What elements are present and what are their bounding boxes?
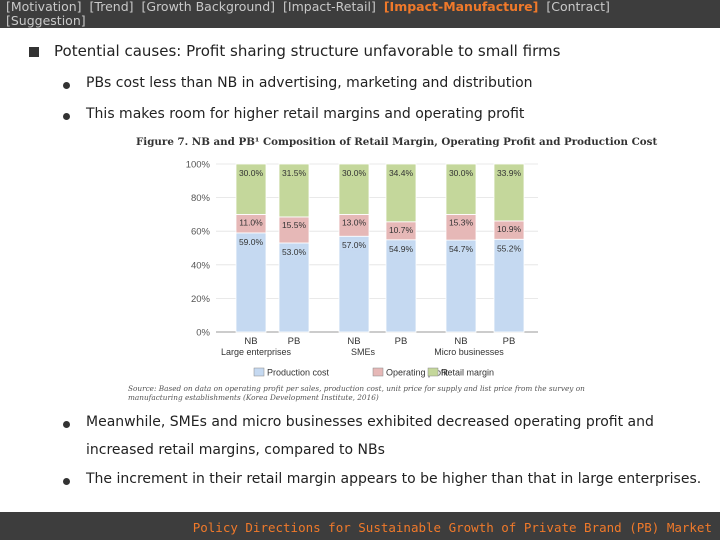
data-label: 15.3% (449, 217, 474, 227)
bullet-text-smes: Meanwhile, SMEs and micro businesses exh… (86, 414, 654, 430)
bar-segment-production-cost (235, 232, 267, 333)
bar-segment-production-cost (385, 239, 417, 333)
data-label-bg (238, 235, 264, 247)
chart-figure: Figure 7. NB and PB¹ Composition of Reta… (128, 132, 657, 402)
data-label: 31.5% (282, 168, 307, 178)
data-label: 15.5% (282, 220, 307, 230)
y-tick-label: 60% (191, 227, 211, 238)
bullet-dot-icon (63, 82, 70, 89)
data-label: 10.9% (497, 224, 522, 234)
bullet-text-smes-cont: increased retail margins, compared to NB… (86, 442, 385, 458)
legend-swatch (427, 367, 439, 377)
data-label-bg (341, 167, 367, 178)
group-label: Large enterprises (221, 347, 292, 357)
chart-title: Figure 7. NB and PB¹ Composition of Reta… (136, 136, 658, 148)
data-label: 54.9% (389, 244, 414, 254)
data-label-bg (448, 216, 474, 228)
data-label-bg (388, 242, 414, 254)
group-label: Micro businesses (434, 347, 504, 357)
data-label-bg (281, 245, 307, 257)
legend-label: Production cost (267, 368, 330, 378)
bullet-text-increment: The increment in their retail margin app… (86, 471, 702, 487)
chart-source-note: Source: Based on data on operating profi… (128, 384, 585, 402)
nav-item-growth-background[interactable]: [Growth Background] (141, 0, 276, 14)
y-tick-label: 80% (191, 193, 211, 204)
y-tick-label: 40% (191, 260, 211, 271)
nav-item-trend[interactable]: [Trend] (89, 0, 134, 14)
data-label: 11.0% (239, 217, 263, 227)
nav-item-motivation[interactable]: [Motivation] (6, 0, 82, 14)
data-label-bg (448, 243, 474, 255)
data-label-bg (388, 167, 414, 178)
bar-segment-production-cost (445, 239, 477, 333)
data-label: 10.7% (389, 225, 414, 235)
main-point-text: Potential causes: Profit sharing structu… (54, 42, 561, 60)
x-tick-label: NB (454, 336, 467, 347)
group-label: SMEs (351, 347, 376, 357)
legend-swatch (253, 367, 265, 377)
data-label-bg (448, 167, 474, 178)
bullet-text-room: This makes room for higher retail margin… (86, 106, 525, 122)
x-tick-label: NB (347, 336, 360, 347)
legend-label: Retail margin (441, 368, 494, 378)
data-label: 57.0% (342, 240, 367, 250)
data-label-bg (238, 167, 264, 178)
square-bullet-icon (29, 47, 39, 57)
nav-item-suggestion[interactable]: [Suggestion] (6, 13, 86, 28)
bar-segment-production-cost (338, 235, 370, 333)
data-label-bg (341, 216, 367, 228)
data-label-bg (281, 218, 307, 230)
x-tick-label: NB (244, 336, 257, 347)
legend-swatch (372, 367, 384, 377)
y-tick-label: 0% (196, 328, 210, 339)
nav-item-impact-retail[interactable]: [Impact-Retail] (283, 0, 376, 14)
data-label-bg (281, 167, 307, 178)
data-label: 53.0% (282, 247, 307, 257)
x-tick-label: PB (395, 336, 408, 347)
footer-bar: Policy Directions for Sustainable Growth… (0, 512, 720, 540)
nav-item-impact-manufacture[interactable]: [Impact-Manufacture] (383, 0, 539, 14)
data-label: 30.0% (342, 168, 367, 178)
legend-label: Operating profit (386, 368, 449, 378)
stacked-bar-chart: 0% 20% 40% 60% 80% 100% 59.0% 11.0% 30.0% NB 53.0%… (186, 160, 538, 378)
data-label: 54.7% (449, 244, 474, 254)
data-label: 34.4% (389, 168, 414, 178)
data-label-bg (341, 239, 367, 251)
data-label: 33.9% (497, 168, 522, 178)
top-nav-bar: [Motivation] [Trend] [Growth Background]… (0, 0, 720, 28)
data-label-bg (388, 223, 414, 235)
data-label: 59.0% (239, 237, 264, 247)
bullet-dot-icon (63, 421, 70, 428)
y-tick-label: 20% (191, 294, 211, 305)
footer-title: Policy Directions for Sustainable Growth… (192, 520, 712, 535)
y-tick-label: 100% (186, 160, 211, 171)
data-label-bg (496, 222, 522, 234)
x-tick-label: PB (288, 336, 301, 347)
bullet-dot-icon (63, 113, 70, 120)
data-label-bg (238, 216, 264, 228)
bar-segment-production-cost (278, 242, 310, 333)
data-label: 55.2% (497, 243, 522, 253)
bullet-text-cost: PBs cost less than NB in advertising, ma… (86, 75, 533, 91)
section-nav: [Motivation] [Trend] [Growth Background]… (6, 0, 706, 28)
bullet-dot-icon (63, 478, 70, 485)
nav-item-contract[interactable]: [Contract] (546, 0, 610, 14)
x-tick-label: PB (503, 336, 516, 347)
bar-segment-production-cost (493, 238, 525, 333)
data-label: 30.0% (239, 168, 264, 178)
data-label: 13.0% (342, 217, 367, 227)
data-label: 30.0% (449, 168, 474, 178)
data-label-bg (496, 167, 522, 178)
data-label-bg (496, 242, 522, 254)
